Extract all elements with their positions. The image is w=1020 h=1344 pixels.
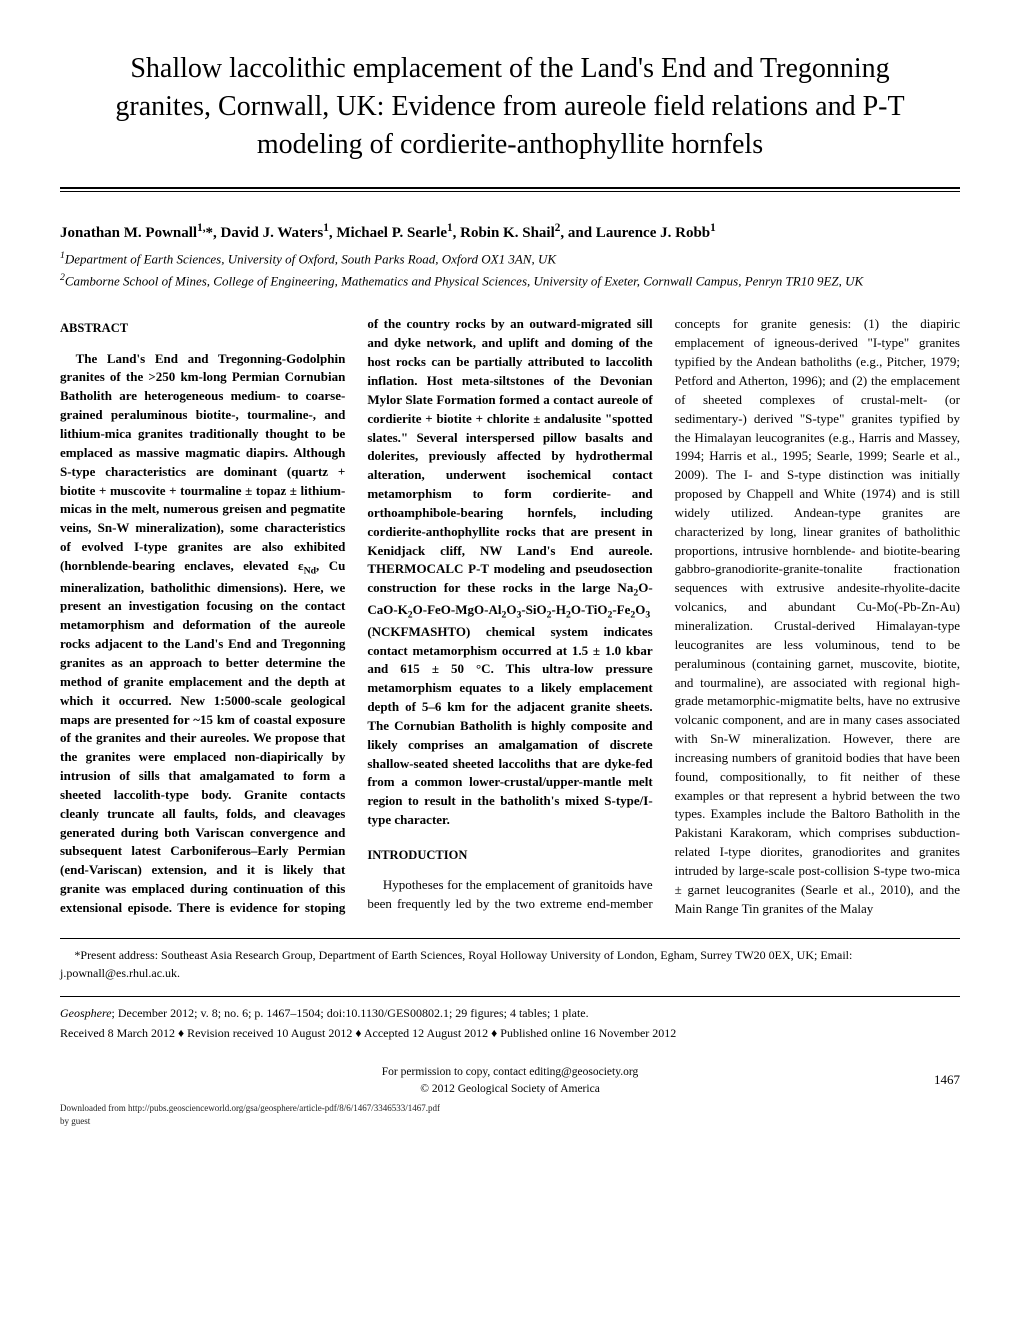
pubinfo-line-2: Received 8 March 2012 ♦ Revision receive… [60,1025,960,1042]
affiliation-2: 2Camborne School of Mines, College of En… [60,271,960,291]
authors-line: Jonathan M. Pownall1,*, David J. Waters1… [60,220,960,245]
footnote-rule [60,938,960,939]
article-title: Shallow laccolithic emplacement of the L… [60,50,960,163]
footnote-address: *Present address: Southeast Asia Researc… [60,947,960,982]
abstract-body: The Land's End and Tregonning-Godolphin … [60,315,653,918]
download-note: Downloaded from http://pubs.geosciencewo… [60,1102,960,1128]
rule-top-thin [60,191,960,192]
pubinfo-rule [60,996,960,997]
introduction-heading: INTRODUCTION [367,846,652,864]
pubinfo-line-1: Geosphere; December 2012; v. 8; no. 6; p… [60,1005,960,1022]
abstract-heading: ABSTRACT [60,319,345,337]
rule-top-thick [60,187,960,189]
body-columns: ABSTRACT The Land's End and Tregonning-G… [60,315,960,918]
affiliations-block: 1Department of Earth Sciences, Universit… [60,249,960,291]
affiliation-1: 1Department of Earth Sciences, Universit… [60,249,960,269]
